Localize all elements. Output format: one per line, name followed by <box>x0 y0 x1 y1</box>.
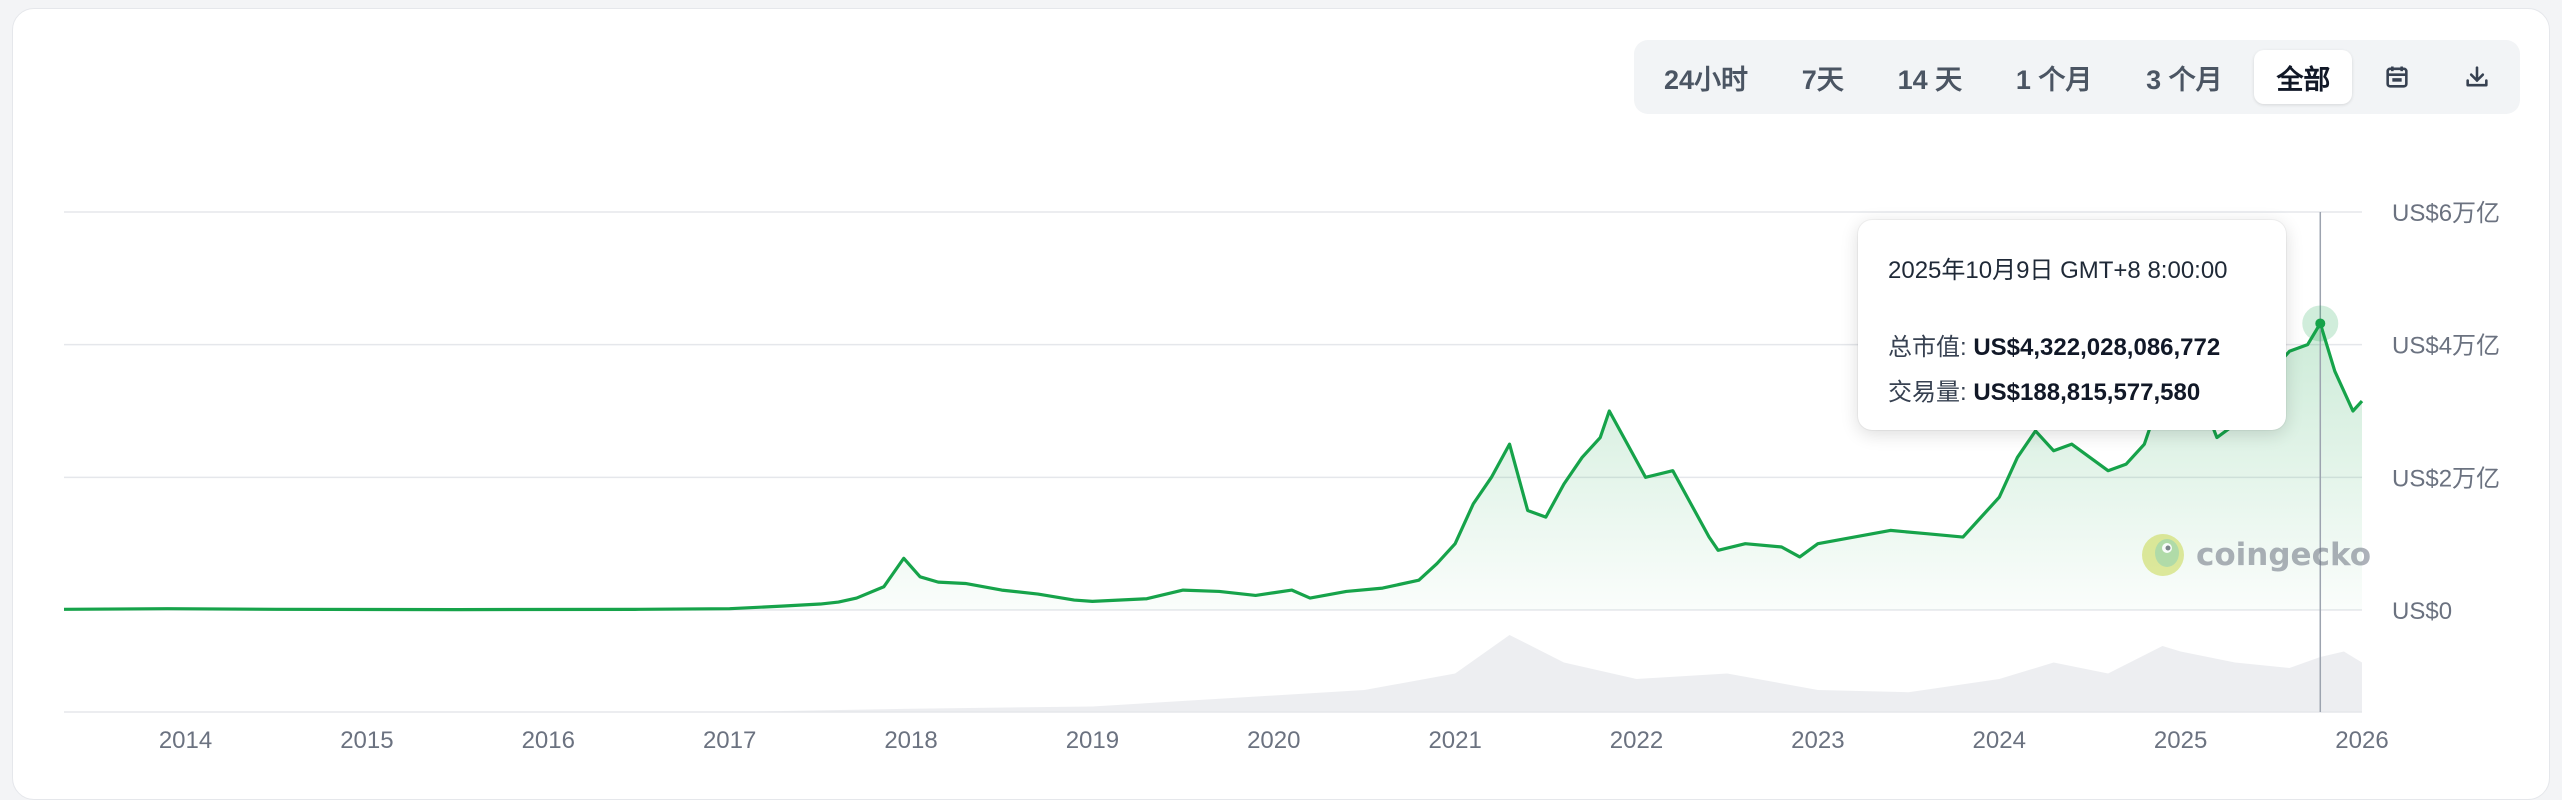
gecko-logo-icon <box>2142 534 2184 576</box>
x-tick-label: 2016 <box>522 727 575 754</box>
range-14d-button[interactable]: 14 天 <box>1897 64 1963 95</box>
volume-area <box>64 635 2362 712</box>
tooltip-volume-value: US$188,815,577,580 <box>1973 379 2201 406</box>
watermark-text: coingecko <box>2196 537 2372 573</box>
y-tick-label: US$0 <box>2392 598 2452 625</box>
x-tick-label: 2023 <box>1791 727 1844 754</box>
hover-tooltip: 2025年10月9日 GMT+8 8:00:00 总市值: US$4,322,0… <box>1858 220 2286 430</box>
hover-crosshair <box>2302 212 2339 712</box>
y-axis: US$0 US$2万亿 US$4万亿 US$6万亿 <box>2392 200 2500 625</box>
range-all-button[interactable]: 全部 <box>2254 50 2353 104</box>
tooltip-market-cap-label: 总市值: <box>1888 334 1967 361</box>
x-tick-label: 2022 <box>1610 727 1663 754</box>
tooltip-volume-label: 交易量: <box>1888 379 1967 406</box>
y-tick-label: US$6万亿 <box>2392 200 2500 227</box>
x-tick-label: 2025 <box>2154 727 2207 754</box>
x-tick-label: 2021 <box>1428 727 1481 754</box>
x-tick-label: 2020 <box>1247 727 1300 754</box>
x-tick-label: 2017 <box>703 727 756 754</box>
x-tick-label: 2015 <box>340 727 393 754</box>
x-tick-label: 2024 <box>1973 727 2026 754</box>
download-button[interactable] <box>2442 50 2512 104</box>
volume-series <box>64 635 2362 712</box>
tooltip-market-cap-value: US$4,322,028,086,772 <box>1973 334 2221 361</box>
x-tick-label: 2019 <box>1066 727 1119 754</box>
coingecko-watermark: coingecko <box>2140 530 2371 580</box>
range-7d-button[interactable]: 7天 <box>1801 64 1844 95</box>
x-tick-label: 2014 <box>159 727 212 754</box>
range-24h-button[interactable]: 24小时 <box>1664 64 1749 95</box>
range-toolbar: 24小时 7天 14 天 1 个月 3 个月 全部 <box>1634 40 2520 114</box>
x-tick-label: 2018 <box>884 727 937 754</box>
y-tick-label: US$4万亿 <box>2392 333 2500 360</box>
tooltip-volume-row: 交易量: US$188,815,577,580 <box>1888 372 2256 407</box>
download-icon <box>2466 66 2488 87</box>
calendar-icon <box>2386 66 2408 88</box>
range-1m-button[interactable]: 1 个月 <box>2015 64 2093 95</box>
y-tick-label: US$2万亿 <box>2392 465 2500 492</box>
tooltip-date: 2025年10月9日 GMT+8 8:00:00 <box>1888 257 2228 284</box>
market-cap-area <box>64 323 2362 610</box>
tooltip-market-cap-row: 总市值: US$4,322,028,086,772 <box>1888 327 2256 362</box>
x-axis: 2014 2015 2016 2017 2018 2019 2020 2021 2022 2023… <box>159 727 2389 754</box>
hover-point <box>2315 318 2326 329</box>
range-3m-button[interactable]: 3 个月 <box>2146 64 2223 95</box>
calendar-button[interactable] <box>2362 50 2432 104</box>
x-tick-label: 2026 <box>2335 727 2388 754</box>
